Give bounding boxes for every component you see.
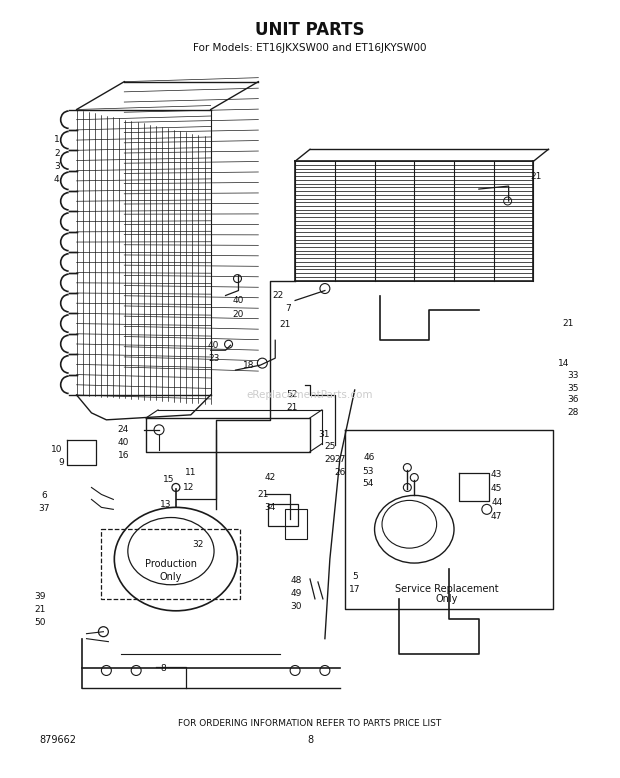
Text: 2: 2 — [54, 149, 60, 158]
Text: 24: 24 — [118, 426, 129, 434]
Text: For Models: ET16JKXSW00 and ET16JKYSW00: For Models: ET16JKXSW00 and ET16JKYSW00 — [193, 43, 427, 53]
Text: 13: 13 — [160, 500, 172, 509]
Text: 25: 25 — [324, 442, 335, 451]
Text: FOR ORDERING INFORMATION REFER TO PARTS PRICE LIST: FOR ORDERING INFORMATION REFER TO PARTS … — [179, 719, 441, 727]
Text: 23: 23 — [208, 354, 219, 363]
Text: 54: 54 — [362, 479, 373, 488]
Text: 5: 5 — [352, 573, 358, 581]
Text: Only: Only — [160, 572, 182, 582]
Text: 34: 34 — [265, 503, 276, 512]
Text: 33: 33 — [567, 370, 579, 380]
Text: 32: 32 — [192, 540, 203, 548]
Text: 47: 47 — [491, 512, 502, 520]
Text: 8: 8 — [160, 664, 166, 673]
Text: 45: 45 — [491, 484, 502, 493]
Text: 37: 37 — [38, 504, 50, 513]
Text: 20: 20 — [232, 310, 244, 319]
Text: 3: 3 — [54, 162, 60, 170]
Text: Service Replacement: Service Replacement — [396, 584, 499, 594]
Bar — [268, 504, 298, 526]
Text: 39: 39 — [34, 592, 46, 601]
Text: 31: 31 — [318, 430, 330, 440]
Text: 35: 35 — [567, 384, 579, 393]
Text: 21: 21 — [286, 404, 298, 412]
Text: Production: Production — [145, 559, 197, 569]
Text: 21: 21 — [531, 172, 542, 180]
Text: 16: 16 — [118, 451, 129, 460]
Text: 8: 8 — [307, 735, 313, 745]
Text: 53: 53 — [362, 467, 373, 476]
Text: 28: 28 — [567, 408, 579, 417]
Text: 879662: 879662 — [40, 735, 77, 745]
Text: 40: 40 — [118, 438, 129, 447]
Bar — [285, 510, 307, 539]
Text: 22: 22 — [273, 291, 284, 300]
Text: 36: 36 — [567, 395, 579, 405]
Text: 29: 29 — [324, 455, 335, 464]
Text: 43: 43 — [491, 470, 502, 479]
Text: 15: 15 — [163, 475, 175, 484]
Text: 40: 40 — [208, 341, 219, 350]
Text: 27: 27 — [334, 455, 345, 464]
Text: 12: 12 — [183, 483, 195, 492]
Text: 11: 11 — [185, 468, 197, 477]
Text: 14: 14 — [557, 359, 569, 368]
Text: Only: Only — [436, 594, 458, 604]
Text: 18: 18 — [242, 361, 254, 370]
Text: 30: 30 — [290, 602, 302, 612]
Text: 42: 42 — [265, 473, 276, 482]
Text: 21: 21 — [280, 320, 291, 329]
Text: 7: 7 — [285, 304, 291, 313]
Text: 50: 50 — [34, 619, 46, 627]
Text: eReplacementParts.com: eReplacementParts.com — [247, 390, 373, 400]
Text: 21: 21 — [34, 605, 45, 615]
Text: 4: 4 — [54, 174, 60, 184]
Text: 6: 6 — [41, 491, 46, 500]
Text: 48: 48 — [290, 576, 302, 586]
Text: 21: 21 — [258, 490, 269, 499]
Text: 49: 49 — [290, 590, 302, 598]
Text: 40: 40 — [232, 296, 244, 305]
Text: 46: 46 — [364, 453, 375, 462]
Text: UNIT PARTS: UNIT PARTS — [255, 21, 365, 39]
Text: 52: 52 — [286, 391, 298, 399]
Text: 17: 17 — [349, 585, 360, 594]
Text: 44: 44 — [491, 498, 502, 507]
Text: 26: 26 — [334, 468, 345, 477]
Text: 21: 21 — [562, 319, 574, 328]
Text: 1: 1 — [54, 135, 60, 144]
Text: 10: 10 — [51, 445, 63, 454]
Text: 9: 9 — [59, 458, 64, 467]
